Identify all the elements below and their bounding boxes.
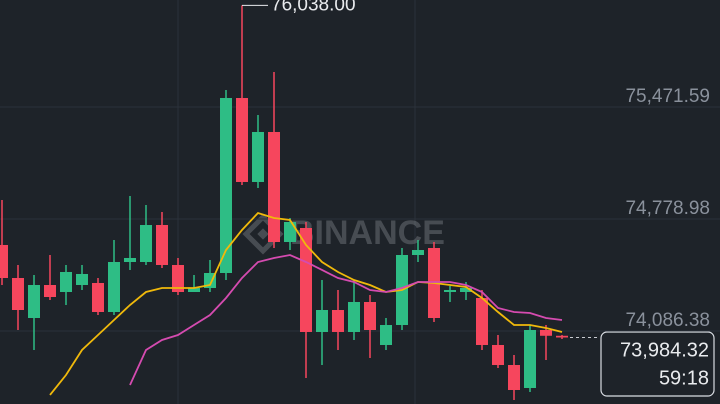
candle-body (364, 301, 376, 331)
candle-body (284, 221, 296, 242)
watermark: BINANCE (242, 213, 445, 255)
candle-body (252, 131, 264, 182)
candle-body (60, 271, 72, 292)
candle-body (156, 225, 168, 265)
candle-body (172, 264, 184, 292)
candle-body (236, 97, 248, 182)
candle-body (412, 250, 424, 256)
candle-body (28, 284, 40, 319)
y-tick-label: 74,086.38 (625, 310, 710, 331)
price-box (600, 331, 715, 397)
y-tick-label: 74,778.98 (625, 198, 710, 219)
candle-body (460, 287, 472, 292)
candle-body (124, 257, 136, 263)
candle-body (380, 325, 392, 345)
candle-body (92, 282, 104, 313)
candle-body (540, 330, 552, 336)
candle-body (220, 97, 232, 273)
candle-body (476, 297, 488, 345)
candle-body (444, 289, 456, 292)
candle-body (108, 262, 120, 313)
watermark-text: BINANCE (290, 214, 445, 252)
high-label: 76,038.00 (271, 0, 356, 15)
candle-body (140, 225, 152, 263)
candle-body (492, 344, 504, 365)
candle-body (332, 309, 344, 332)
y-tick-label: 75,471.59 (625, 86, 710, 107)
candle-body (524, 330, 536, 388)
candle-body (12, 277, 24, 310)
candle-body (348, 301, 360, 332)
candle-body (268, 131, 280, 242)
moving-average-line (49, 211, 563, 396)
countdown: 59:18 (659, 367, 709, 389)
candle-body (0, 244, 8, 278)
candle-body (556, 335, 568, 338)
candle-body (188, 287, 200, 292)
candle-body (316, 309, 328, 332)
candle-body (300, 227, 312, 332)
candle-body (508, 364, 520, 390)
candle-body (76, 274, 88, 285)
moving-average-line (129, 254, 563, 386)
candle-body (44, 284, 56, 297)
last-price-label: 73,984.32 (620, 339, 709, 361)
